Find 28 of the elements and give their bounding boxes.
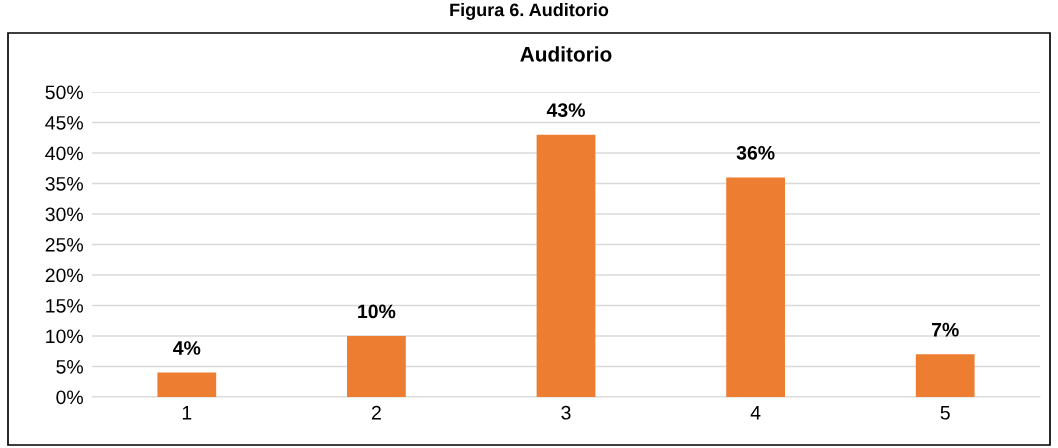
y-tick-label: 50% (45, 85, 83, 100)
x-tick-label: 5 (940, 406, 950, 420)
bar (726, 177, 785, 397)
data-label: 36% (736, 145, 775, 160)
bar (536, 134, 596, 397)
x-tick-label: 1 (182, 406, 192, 420)
data-label: 43% (546, 103, 585, 117)
data-label: 4% (173, 341, 201, 355)
x-tick-label: 3 (561, 405, 571, 420)
y-tick-label: 30% (45, 207, 83, 222)
y-tick-label: 20% (45, 268, 83, 283)
x-tick-label: 4 (750, 406, 761, 420)
y-tick-label: 0% (56, 390, 83, 405)
y-tick-label: 10% (46, 329, 83, 344)
y-tick-label: 5% (56, 360, 83, 374)
data-label: 7% (931, 322, 959, 337)
x-tick-label: 2 (371, 405, 381, 420)
bar (915, 354, 975, 397)
data-label: 10% (358, 304, 396, 319)
y-tick-label: 25% (45, 237, 83, 252)
bar (347, 336, 406, 397)
y-tick-label: 40% (45, 146, 83, 161)
y-tick-label: 45% (45, 116, 83, 130)
text: Figura 6. Auditorio (450, 3, 609, 20)
chart-title: Auditorio (520, 46, 612, 62)
bar (157, 372, 217, 397)
y-tick-label: 35% (45, 176, 83, 191)
y-tick-label: 15% (46, 299, 83, 313)
